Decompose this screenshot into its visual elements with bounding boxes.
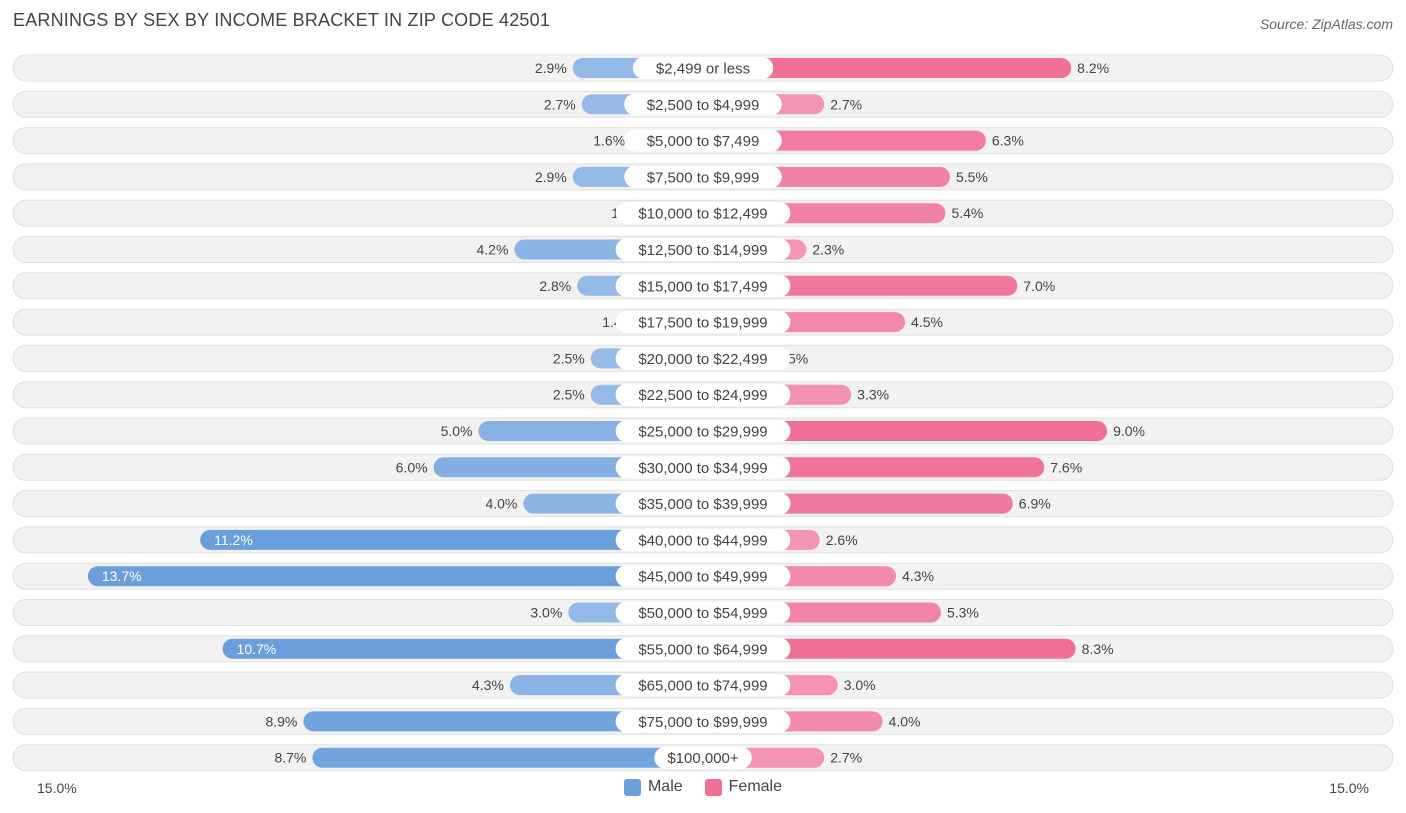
legend: Male Female — [0, 778, 1406, 796]
female-value-label: 2.3% — [812, 242, 844, 258]
male-value-label: 11.2% — [214, 532, 253, 548]
male-value-label: 2.9% — [535, 60, 567, 76]
category-label: $5,000 to $7,499 — [647, 133, 760, 150]
category-label-background — [615, 420, 791, 442]
chart-title: EARNINGS BY SEX BY INCOME BRACKET IN ZIP… — [13, 10, 551, 30]
female-value-label: 3.3% — [857, 387, 889, 403]
legend-item-female: Female — [704, 778, 783, 796]
category-label-background — [624, 129, 782, 152]
male-value-label: 2.8% — [539, 278, 571, 294]
female-value-label: 5.3% — [947, 605, 979, 621]
bar-female — [703, 421, 1108, 441]
male-value-label: 13.7% — [102, 568, 142, 584]
legend-label-male: Male — [647, 778, 683, 795]
category-label-background — [615, 202, 791, 225]
male-value-label: 10.7% — [237, 641, 277, 657]
category-label-background — [615, 528, 791, 551]
legend-label-female: Female — [728, 778, 783, 795]
male-value-label: 2.5% — [553, 350, 585, 366]
bar-male — [222, 638, 703, 659]
bar-male — [312, 747, 703, 768]
female-value-label: 4.5% — [911, 314, 943, 330]
category-label: $20,000 to $22,499 — [638, 351, 767, 368]
male-value-label: 4.2% — [476, 242, 508, 258]
category-label: $100,000+ — [667, 750, 739, 767]
category-label-background — [624, 165, 782, 188]
female-value-label: 2.7% — [830, 750, 862, 766]
category-label-background — [632, 57, 774, 79]
axis-max-label: 15.0% — [1329, 780, 1369, 796]
female-value-label: 4.3% — [902, 568, 934, 584]
category-label-background — [615, 565, 791, 588]
female-value-label: 7.0% — [1023, 278, 1055, 294]
category-label: $25,000 to $29,999 — [638, 424, 767, 441]
female-value-label: 8.3% — [1082, 641, 1114, 657]
category-label-background — [615, 456, 791, 479]
category-label-background — [654, 746, 752, 769]
male-value-label: 2.7% — [544, 96, 576, 112]
category-label: $22,500 to $24,999 — [638, 387, 767, 404]
category-label: $50,000 to $54,999 — [638, 605, 767, 622]
bar-female — [703, 638, 1076, 659]
male-value-label: 4.0% — [485, 496, 517, 512]
female-value-label: 9.0% — [1113, 423, 1145, 439]
category-label-background — [615, 311, 791, 334]
category-label-background — [615, 637, 791, 660]
category-label: $65,000 to $74,999 — [638, 678, 767, 695]
legend-item-male: Male — [623, 778, 683, 796]
female-value-label: 2.7% — [830, 96, 862, 112]
male-value-label: 8.7% — [274, 750, 306, 766]
category-label-background — [615, 274, 791, 297]
female-value-label: 8.2% — [1077, 60, 1109, 76]
category-label: $12,500 to $14,999 — [638, 242, 767, 259]
male-value-label: 2.5% — [553, 387, 585, 403]
female-value-label: 5.4% — [951, 205, 983, 221]
male-value-label: 2.9% — [535, 169, 567, 185]
female-value-label: 5.5% — [956, 169, 988, 185]
category-label: $15,000 to $17,499 — [638, 278, 767, 295]
male-value-label: 6.0% — [396, 459, 428, 475]
category-label-background — [615, 238, 791, 261]
female-value-label: 4.0% — [889, 713, 921, 729]
category-label-background — [615, 347, 791, 370]
category-label: $2,500 to $4,999 — [647, 97, 760, 114]
category-label-background — [615, 601, 791, 624]
category-label: $35,000 to $39,999 — [638, 496, 767, 513]
category-label-background — [624, 93, 782, 116]
category-label-background — [615, 492, 791, 515]
male-value-label: 1.6% — [593, 133, 625, 149]
female-value-label: 2.6% — [826, 532, 858, 548]
bar-male — [303, 711, 703, 732]
chart-source: Source: ZipAtlas.com — [1259, 16, 1393, 32]
category-label: $75,000 to $99,999 — [638, 714, 767, 731]
category-label-background — [615, 674, 791, 697]
bar-male — [200, 529, 703, 550]
category-label: $55,000 to $64,999 — [638, 641, 767, 658]
legend-swatch-male — [623, 778, 641, 796]
axis-min-label: 15.0% — [37, 780, 77, 796]
male-value-label: 3.0% — [530, 605, 562, 621]
category-label-background — [615, 383, 791, 406]
category-label: $40,000 to $44,999 — [638, 532, 767, 549]
female-value-label: 6.9% — [1019, 496, 1051, 512]
male-value-label: 4.3% — [472, 677, 504, 693]
bar-female — [703, 58, 1072, 78]
female-value-label: 3.0% — [844, 677, 876, 693]
bar-male — [87, 566, 704, 587]
category-label: $2,499 or less — [656, 61, 750, 78]
female-value-label: 6.3% — [992, 133, 1024, 149]
male-value-label: 8.9% — [265, 713, 297, 729]
female-value-label: 7.6% — [1050, 459, 1082, 475]
category-label: $17,500 to $19,999 — [638, 315, 767, 332]
category-label-background — [615, 710, 791, 733]
category-label: $7,500 to $9,999 — [647, 169, 760, 186]
category-label: $10,000 to $12,499 — [638, 206, 767, 223]
category-label: $45,000 to $49,999 — [638, 569, 767, 586]
male-value-label: 5.0% — [441, 423, 473, 439]
legend-swatch-female — [704, 778, 722, 796]
category-label: $30,000 to $34,999 — [638, 460, 767, 477]
